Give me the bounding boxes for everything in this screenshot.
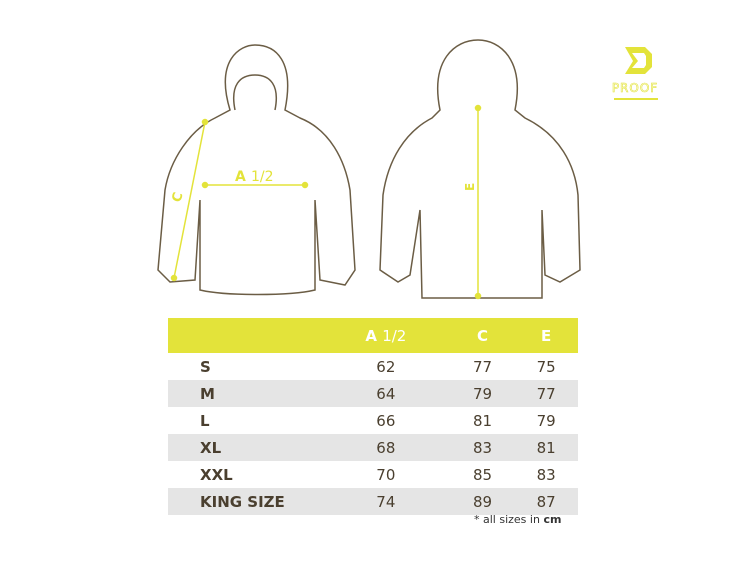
c-cell: 83 (450, 434, 515, 461)
c-cell: 77 (472, 357, 493, 376)
e-cell: 75 (536, 357, 556, 376)
size-cell: M (168, 380, 321, 407)
header-a: A 1/2 (321, 318, 451, 353)
note-text: * all sizes in (474, 513, 540, 526)
header-e: E (514, 318, 578, 353)
size-cell: XXL (200, 465, 233, 484)
c-cell: 85 (472, 465, 493, 484)
a-cell: 74 (321, 488, 451, 515)
a-cell: 62 (376, 357, 396, 376)
e-cell: 81 (514, 434, 578, 461)
note-unit: cm (543, 513, 562, 526)
a-cell: 66 (376, 411, 396, 430)
header-size (168, 318, 321, 353)
svg-text:PROOF: PROOF (612, 81, 658, 95)
c-cell: 79 (450, 380, 515, 407)
header-a-half: 1/2 (382, 326, 407, 345)
header-a-label: A (365, 326, 377, 345)
brand-logo: PROOF (612, 47, 658, 100)
e-cell: 79 (536, 411, 556, 430)
a-cell: 64 (321, 380, 451, 407)
label-c: C (170, 191, 187, 204)
jacket-diagrams: A 1/2 C E (157, 39, 581, 300)
c-cell: 81 (472, 411, 493, 430)
a-cell: 70 (376, 465, 396, 484)
label-e: E (463, 183, 477, 191)
a-cell: 68 (321, 434, 451, 461)
front-measure-lines (170, 118, 309, 282)
table-row: S 62 77 75 (168, 353, 578, 380)
label-a-half: 1/2 (251, 169, 274, 185)
table-row: M 64 79 77 (168, 380, 578, 407)
back-measure-line (474, 104, 482, 300)
units-note: * all sizes in cm (474, 513, 561, 526)
front-jacket (157, 44, 356, 296)
size-cell: S (200, 357, 211, 376)
back-jacket (379, 39, 581, 299)
table-header: A 1/2 C E (168, 318, 578, 353)
size-table: A 1/2 C E S 62 77 75 M 64 79 77 L 66 81 79 XL 68 83… (168, 318, 578, 515)
table-row: L 66 81 79 (168, 407, 578, 434)
size-cell: L (200, 411, 210, 430)
label-a: A (235, 169, 246, 185)
size-cell: XL (168, 434, 321, 461)
table-row: KING SIZE 74 89 87 (168, 488, 578, 515)
header-c: C (450, 318, 515, 353)
table-row: XXL 70 85 83 (168, 461, 578, 488)
e-cell: 83 (536, 465, 556, 484)
size-cell: KING SIZE (168, 488, 321, 515)
c-cell: 89 (450, 488, 515, 515)
e-cell: 87 (514, 488, 578, 515)
table-row: XL 68 83 81 (168, 434, 578, 461)
e-cell: 77 (514, 380, 578, 407)
